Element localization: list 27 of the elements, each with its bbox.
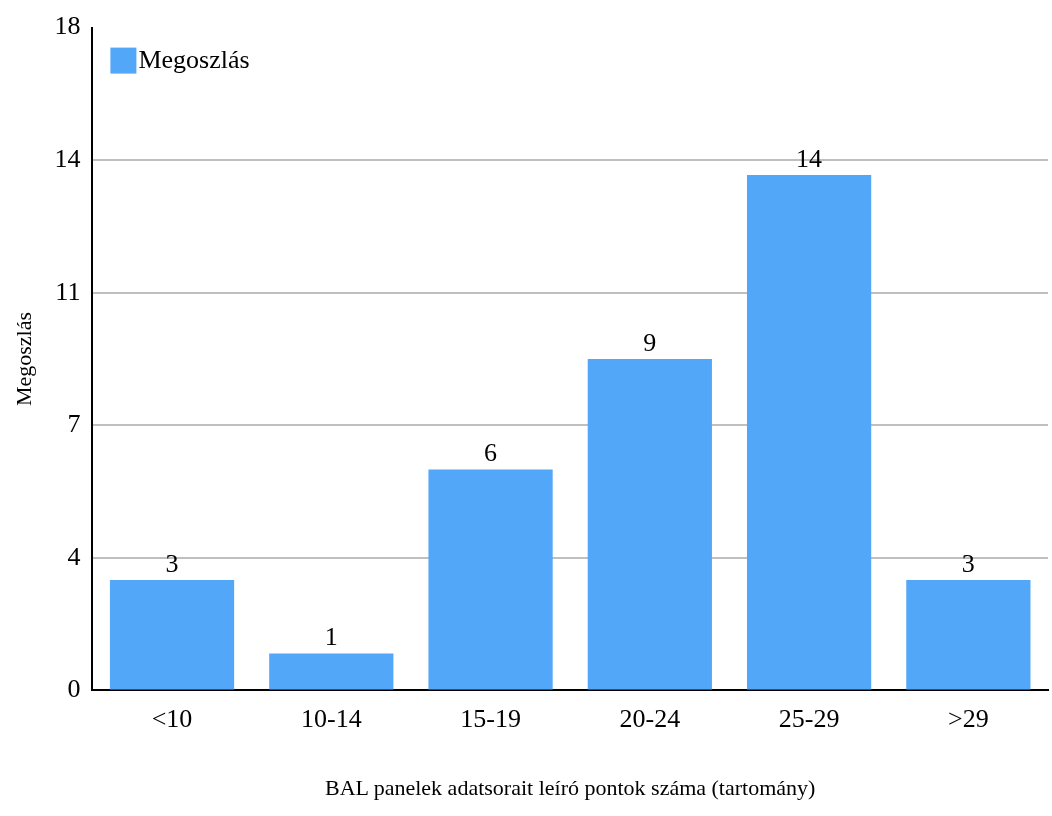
y-tick-label: 14 xyxy=(54,143,81,173)
data-label: 3 xyxy=(961,548,975,578)
x-tick-label: 25-29 xyxy=(778,703,840,733)
bar xyxy=(428,469,553,690)
bar xyxy=(906,579,1031,690)
y-tick-label: 18 xyxy=(54,11,81,41)
x-tick-label: 20-24 xyxy=(619,703,681,733)
x-tick-label: <10 xyxy=(151,703,193,733)
data-label: 3 xyxy=(165,548,179,578)
x-tick-label: 10-14 xyxy=(300,703,362,733)
x-tick-label: >29 xyxy=(948,703,989,733)
x-tick-label: 15-19 xyxy=(460,703,521,733)
y-tick-label: 7 xyxy=(67,409,81,439)
y-tick-label: 11 xyxy=(55,276,81,306)
y-tick-label: 4 xyxy=(67,541,81,571)
bar xyxy=(587,359,712,690)
bar xyxy=(746,174,872,690)
data-label: 9 xyxy=(643,327,657,357)
legend-label: Megoszlás xyxy=(138,45,250,75)
bar xyxy=(269,653,394,690)
x-axis-title: BAL panelek adatsorait leíró pontok száma (tartomány) xyxy=(325,774,816,800)
y-axis-title: Megoszlás xyxy=(10,311,36,407)
data-label: 1 xyxy=(324,622,338,652)
data-label: 6 xyxy=(484,438,498,468)
bar xyxy=(109,579,235,690)
y-tick-label: 0 xyxy=(67,674,81,704)
data-label: 14 xyxy=(796,143,823,173)
